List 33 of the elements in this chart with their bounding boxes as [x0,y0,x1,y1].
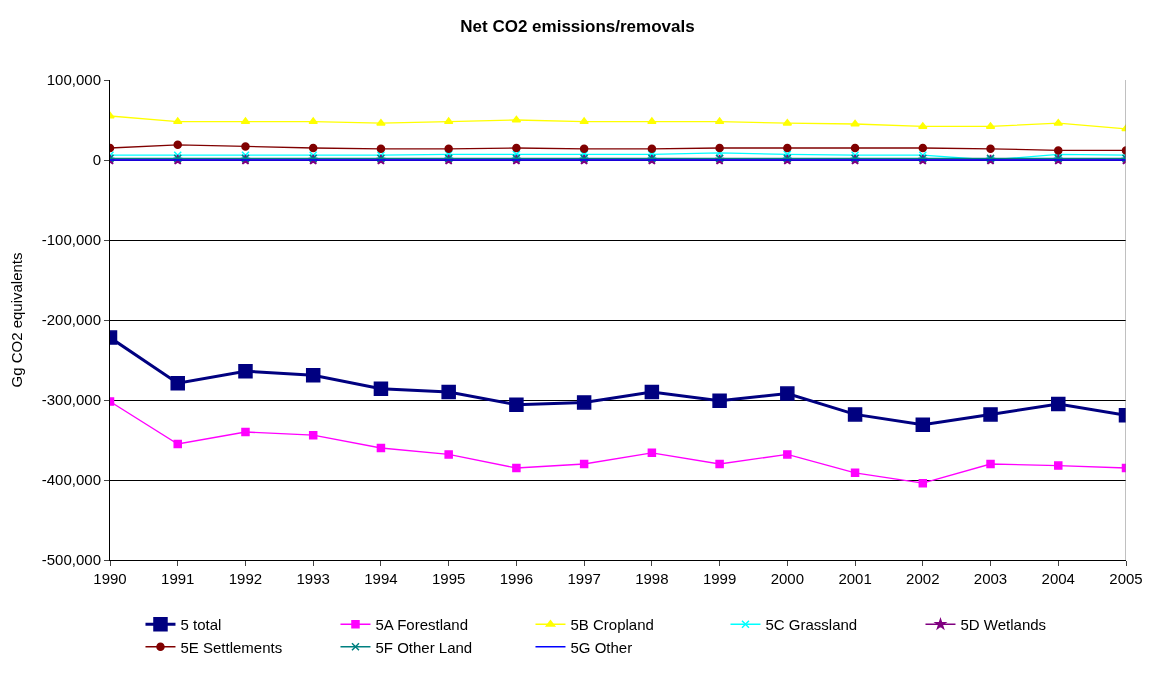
x-tick-label: 1990 [93,570,127,587]
y-tick-label: -500,000 [41,551,101,569]
legend-label: 5A Forestland [375,616,469,634]
x-tick-label: 2003 [973,570,1008,587]
y-tick-label: -100,000 [41,231,101,249]
x-tick-label: 2004 [1041,570,1075,587]
legend-label: 5D Wetlands [960,616,1047,634]
x-tick-label: 2005 [1109,570,1143,587]
x-tick-label: 2000 [770,570,805,587]
x-tick-label: 1992 [228,570,263,587]
legend-label: 5E Settlements [180,638,283,656]
x-tick-label: 1994 [364,570,398,587]
x-tick-label: 1996 [499,570,534,587]
legend-label: 5B Cropland [570,616,654,634]
x-tick-label: 1997 [567,570,601,587]
chart-title: Net CO2 emissions/removals [460,17,695,37]
legend-label: 5C Grassland [765,616,858,634]
y-tick-label: -300,000 [41,391,101,409]
x-tick-label: 1995 [431,570,466,587]
y-tick-label: 100,000 [46,71,101,89]
x-tick-label: 2002 [906,570,940,587]
y-axis-title: Gg CO2 equivalents [8,252,26,388]
y-tick-label: -200,000 [41,311,101,329]
legend-label: 5G Other [570,638,633,656]
x-tick-label: 1999 [702,570,737,587]
x-tick-label: 1993 [296,570,330,587]
y-tick-label: 0 [92,151,101,169]
legend-label: 5F Other Land [375,638,473,656]
y-tick-label: -400,000 [41,471,101,489]
x-tick-label: 1998 [635,570,669,587]
x-tick-label: 2001 [838,570,872,587]
legend-label: 5 total [180,616,222,634]
x-tick-label: 1991 [161,570,195,587]
